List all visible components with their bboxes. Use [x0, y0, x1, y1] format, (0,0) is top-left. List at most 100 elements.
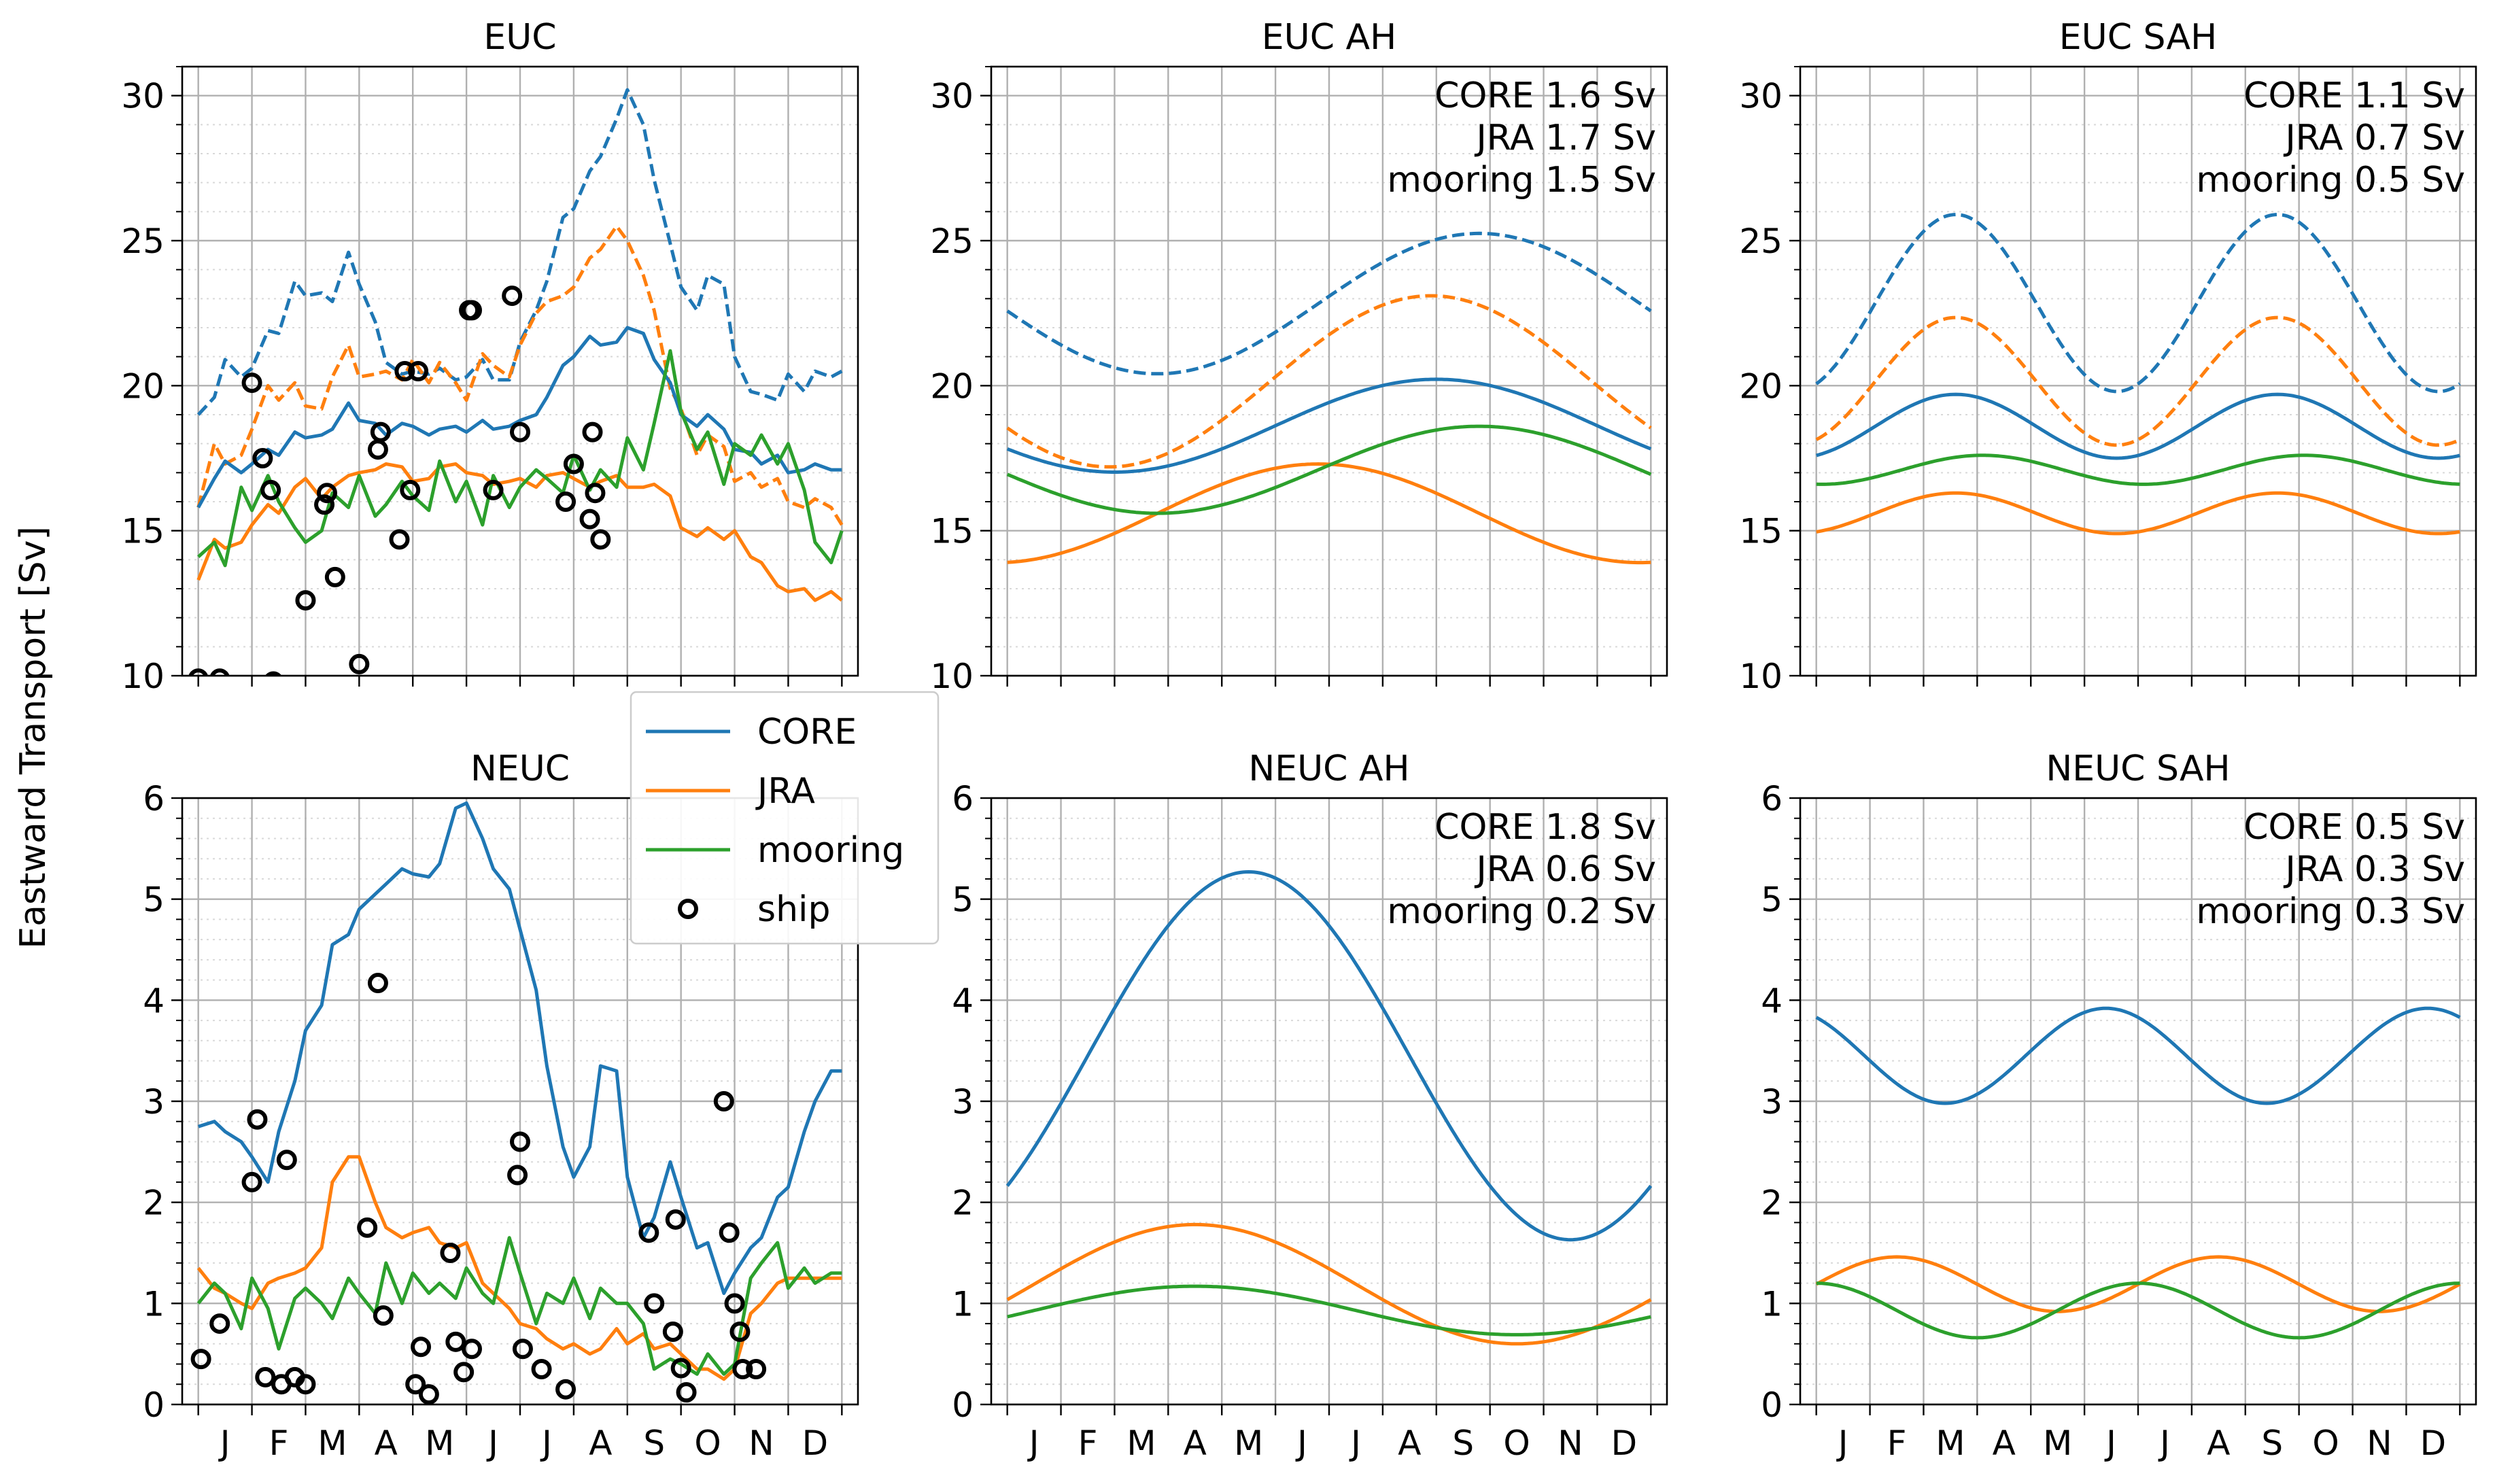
- x-tick-label: J: [2104, 1423, 2116, 1463]
- ship-point: [510, 1131, 530, 1152]
- y-tick-label: 15: [121, 512, 165, 551]
- axes-frame: [181, 65, 859, 677]
- ship-point: [662, 1321, 683, 1342]
- y-tick-label: 25: [121, 222, 165, 261]
- ship-point: [644, 1293, 665, 1314]
- x-tick-label: M: [1935, 1423, 1965, 1463]
- ship-point: [408, 361, 429, 381]
- ship-point: [729, 1321, 751, 1342]
- ship-point: [719, 1222, 740, 1243]
- series-line-jra-dashed: [196, 224, 844, 526]
- x-tick-label: D: [1611, 1423, 1638, 1463]
- y-tick-label: 10: [930, 657, 974, 696]
- series-line-core-dashed: [1006, 231, 1652, 376]
- series-line-core-dashed: [1815, 213, 2461, 394]
- ship-point: [531, 1358, 552, 1379]
- ship-point: [276, 1150, 297, 1171]
- ship-point: [445, 1331, 466, 1352]
- y-tick-label: 10: [121, 657, 165, 696]
- axes-frame: [1799, 797, 2477, 1406]
- y-tick-label: 10: [1739, 657, 1783, 696]
- x-tick-label: N: [1558, 1423, 1583, 1463]
- x-tick-label: F: [269, 1423, 289, 1463]
- y-tick-label: 3: [143, 1082, 165, 1122]
- ship-point: [462, 300, 482, 321]
- ship-point: [264, 671, 282, 676]
- x-tick-label: S: [643, 1423, 665, 1463]
- x-tick-label: M: [425, 1423, 454, 1463]
- x-tick-label: M: [317, 1423, 347, 1463]
- y-tick-label: 25: [1739, 222, 1783, 261]
- ship-point: [676, 1382, 697, 1403]
- ship-point: [418, 1384, 439, 1404]
- y-tick-label: 2: [143, 1184, 165, 1223]
- ship-point: [247, 1109, 268, 1130]
- annotation-mooring: mooring 1.5 Sv: [1387, 160, 1656, 201]
- y-tick-label: 3: [952, 1082, 974, 1122]
- ship-point: [590, 529, 611, 550]
- series-line-jra: [1816, 491, 2460, 536]
- series-line-core: [1815, 1006, 2461, 1105]
- ship-point: [241, 373, 262, 394]
- y-tick-label: 5: [952, 880, 974, 920]
- series-group: [1005, 870, 1653, 1346]
- series-line-core: [197, 801, 842, 1295]
- x-tick-label: J: [218, 1423, 230, 1463]
- y-tick-label: 1: [952, 1284, 974, 1324]
- y-tick-label: 4: [1761, 981, 1783, 1020]
- ship-point: [724, 1293, 745, 1314]
- ship-point: [260, 479, 281, 500]
- series-line-jra-dashed: [1006, 294, 1652, 469]
- legend-label-jra: JRA: [755, 771, 815, 812]
- ship-point: [670, 1358, 691, 1379]
- ship-point: [190, 1349, 211, 1370]
- ship-point: [453, 1362, 475, 1383]
- y-tick-label: 6: [143, 779, 165, 818]
- ship-point: [373, 1305, 394, 1326]
- ship-point: [370, 421, 391, 443]
- x-tick-label: J: [540, 1423, 552, 1463]
- legend-label-core: CORE: [757, 712, 857, 753]
- ship-point: [367, 439, 388, 460]
- annotation-jra: JRA 0.7 Sv: [2284, 118, 2465, 158]
- series-group: [190, 801, 842, 1404]
- x-tick-label: J: [486, 1423, 498, 1463]
- axes-frame: [181, 797, 859, 1406]
- ship-point: [732, 1358, 753, 1379]
- x-tick-label: J: [1295, 1423, 1307, 1463]
- series-line-mooring: [1006, 424, 1652, 515]
- series-line-core-dashed: [196, 88, 843, 416]
- ship-point: [357, 1217, 378, 1238]
- x-tick-label: A: [1398, 1423, 1421, 1463]
- ship-point: [394, 361, 415, 381]
- annotation-jra: JRA 0.3 Sv: [2284, 849, 2465, 890]
- series-group: [1815, 213, 2461, 536]
- y-tick-label: 6: [952, 779, 974, 818]
- series-line-core: [1005, 870, 1653, 1242]
- annotation-core: CORE 1.1 Sv: [2243, 75, 2465, 116]
- x-tick-label: A: [589, 1423, 612, 1463]
- series-group: [188, 88, 844, 676]
- ship-point: [665, 1209, 686, 1230]
- series-line-core: [1816, 392, 2460, 460]
- series-line-mooring: [1816, 453, 2460, 486]
- x-tick-label: J: [1836, 1423, 1848, 1463]
- x-tick-label: A: [375, 1423, 398, 1463]
- ship-point: [507, 1164, 528, 1186]
- y-tick-label: 2: [952, 1184, 974, 1223]
- annotation-jra: JRA 1.7 Sv: [1475, 118, 1656, 158]
- x-tick-label: D: [2420, 1423, 2447, 1463]
- panel-title: EUC: [483, 17, 556, 58]
- annotation-core: CORE 1.8 Sv: [1434, 807, 1656, 848]
- ship-point: [295, 590, 316, 611]
- ship-point: [585, 483, 606, 504]
- x-tick-label: F: [1887, 1423, 1907, 1463]
- series-line-mooring: [197, 349, 844, 568]
- y-tick-label: 1: [1761, 1284, 1783, 1324]
